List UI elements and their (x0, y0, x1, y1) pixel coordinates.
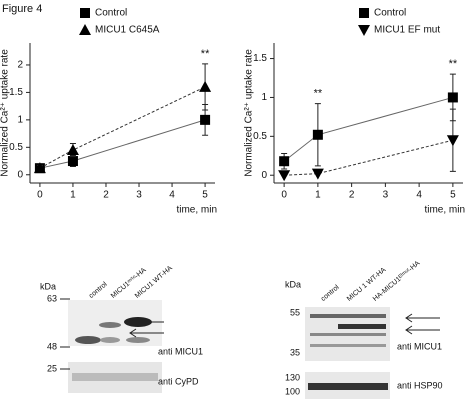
blot-right: kDa 55 35 130 100 control MICU 1 WT-HA H… (285, 260, 443, 399)
x-axis-label: time, min (176, 205, 217, 216)
blot-left: kDa 63 48 25 control MICU1ᵐⁱᵗᵒ-HA MICU1 … (40, 265, 203, 393)
y-tick-label: 0.5 (253, 131, 267, 142)
x-tick-label: 5 (450, 190, 456, 201)
band (310, 333, 386, 336)
antibody-label: anti MICU1 (158, 346, 203, 356)
lane-label: control (320, 284, 341, 303)
marker (278, 170, 291, 182)
legend-marker (80, 8, 90, 18)
x-tick-label: 2 (103, 190, 109, 201)
band (75, 336, 101, 344)
legend-marker (358, 25, 370, 36)
legend-label: Control (374, 8, 406, 19)
x-tick-label: 0 (37, 190, 43, 201)
antibody-label: anti MICU1 (397, 341, 442, 351)
marker (67, 156, 78, 167)
y-axis-label: Normalized Ca²⁺ uptake rate (244, 49, 255, 177)
marker (446, 135, 459, 147)
marker (199, 80, 212, 92)
legend-label: MICU1 C645A (95, 25, 160, 36)
x-tick-label: 3 (136, 190, 142, 201)
marker (447, 92, 458, 103)
series-line (39, 119, 206, 169)
annotation: ** (201, 48, 210, 60)
legend-marker (359, 8, 369, 18)
lane-label: control (88, 281, 109, 300)
x-tick-label: 4 (169, 190, 175, 201)
band (99, 322, 121, 328)
marker-label: 100 (285, 386, 300, 396)
y-tick-label: 0 (261, 170, 267, 181)
band (100, 337, 120, 343)
marker (312, 129, 323, 140)
band (72, 373, 158, 381)
y-tick-label: 1 (261, 92, 267, 103)
band (310, 344, 386, 347)
x-tick-label: 1 (70, 190, 76, 201)
marker-label: 48 (47, 341, 57, 351)
antibody-label: anti CyPD (158, 376, 199, 386)
legend-label: Control (95, 8, 127, 19)
marker (311, 168, 324, 180)
y-tick-label: 1.5 (9, 87, 23, 98)
x-tick-label: 2 (349, 190, 355, 201)
y-axis-label: Normalized Ca²⁺ uptake rate (0, 49, 11, 177)
x-tick-label: 0 (281, 190, 287, 201)
y-tick-label: 1.5 (253, 53, 267, 64)
arrow (405, 313, 440, 335)
legend-label: MICU1 EF mut (374, 25, 440, 36)
marker-label: 55 (290, 307, 300, 317)
marker-label: 25 (47, 363, 57, 373)
marker (279, 156, 290, 167)
legend-marker (79, 24, 91, 35)
series-line (284, 139, 453, 176)
x-tick-label: 5 (202, 190, 208, 201)
band (310, 314, 386, 318)
band (308, 383, 388, 390)
marker (200, 114, 211, 125)
marker-label: 63 (47, 293, 57, 303)
x-axis-label: time, min (424, 205, 465, 216)
annotation: ** (314, 88, 323, 100)
y-tick-label: 0.5 (9, 142, 23, 153)
y-tick-label: 0 (17, 169, 23, 180)
marker-label: 35 (290, 347, 300, 357)
x-tick-label: 4 (416, 190, 422, 201)
arrow (129, 317, 164, 338)
y-tick-label: 1 (17, 115, 23, 126)
annotation: ** (449, 58, 458, 70)
kda-label: kDa (285, 279, 301, 289)
kda-label: kDa (40, 281, 56, 291)
y-tick-label: 2 (17, 60, 23, 71)
lane-label: HA-MICU1ᴱᶠᵐᵘᵗ-HA (372, 260, 422, 303)
marker (33, 162, 46, 174)
marker-label: 130 (285, 372, 300, 382)
series-line (283, 96, 454, 162)
figure-label: Figure 4 (2, 3, 42, 15)
x-tick-label: 3 (383, 190, 389, 201)
antibody-label: anti HSP90 (397, 380, 443, 390)
band (338, 324, 386, 329)
marker (66, 144, 79, 156)
band (126, 337, 150, 343)
x-tick-label: 1 (315, 190, 321, 201)
